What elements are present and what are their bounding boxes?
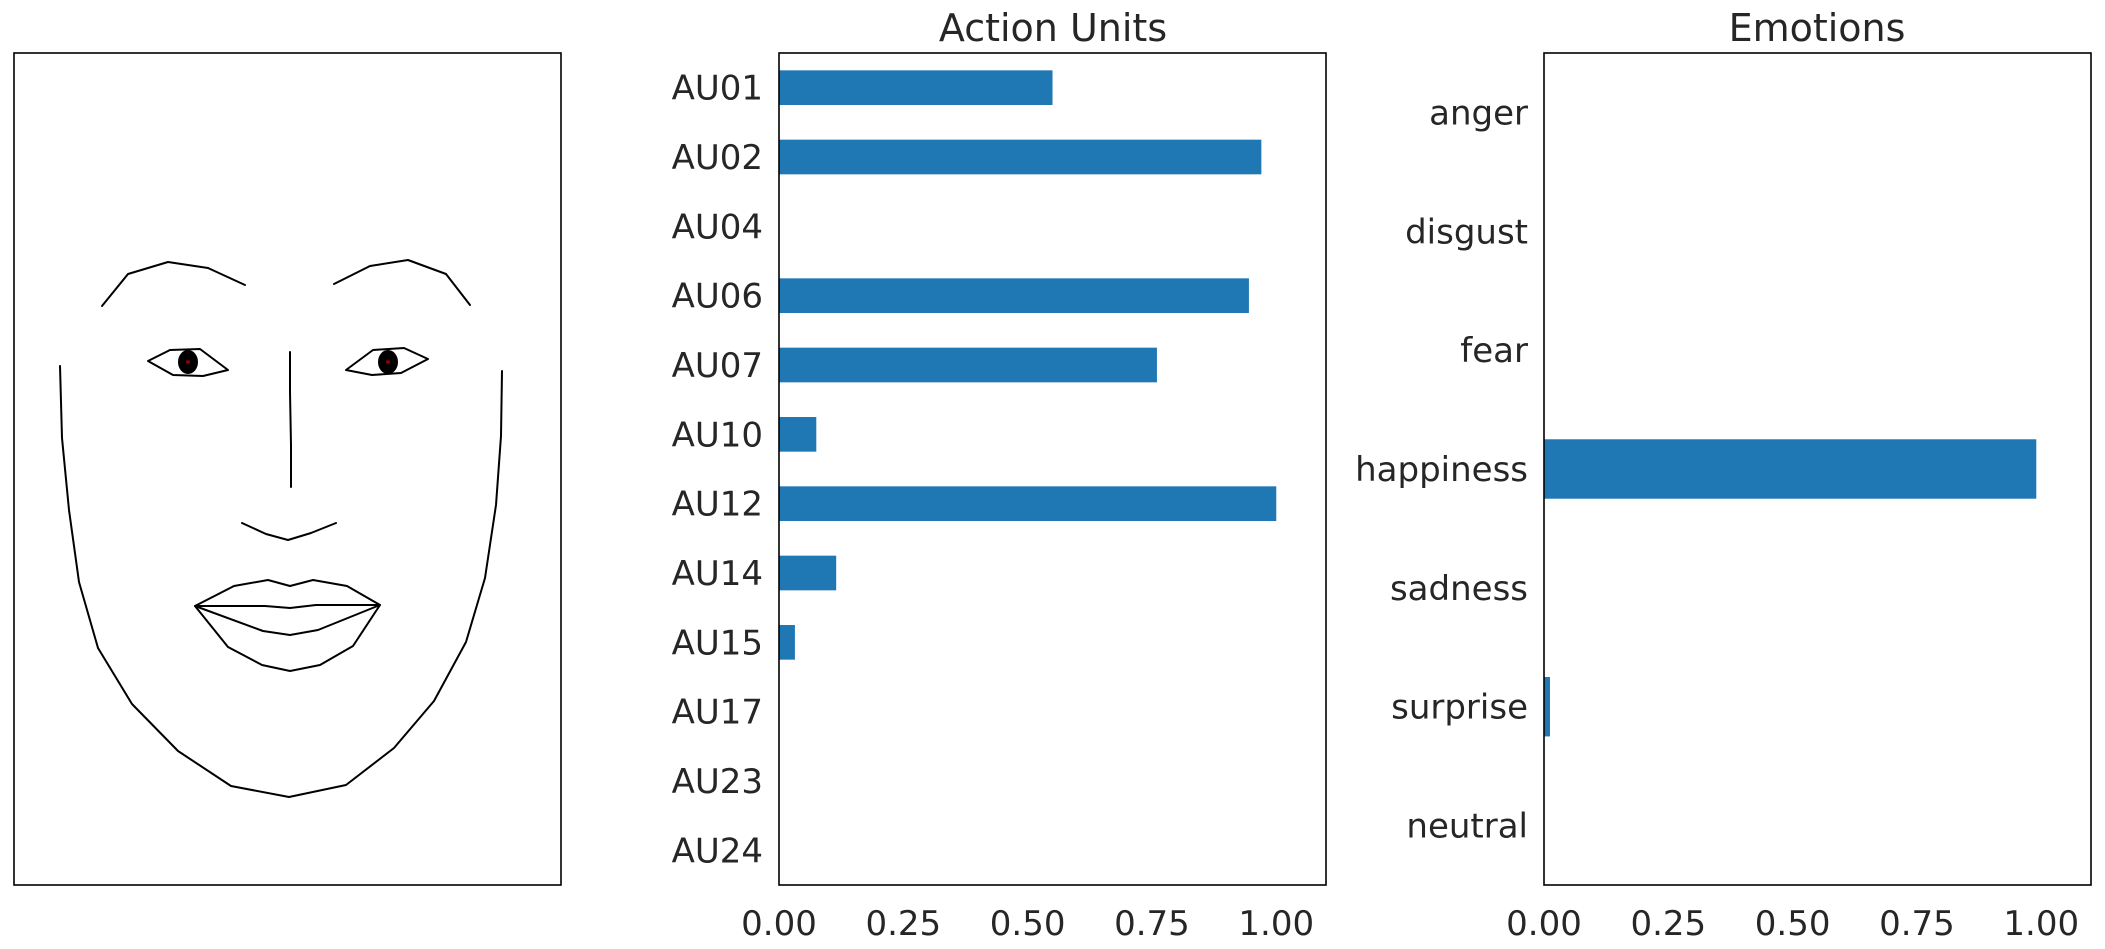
face-panel-frame bbox=[13, 52, 562, 886]
action-units-panel: Action Units AU01 AU02 AU04 AU06 AU07 AU10 AU1… bbox=[672, 6, 1327, 944]
emo-category-label: anger bbox=[1429, 93, 1528, 133]
action-units-frame bbox=[778, 52, 1327, 886]
au-category-label: AU10 bbox=[672, 415, 763, 455]
au-bar-au12 bbox=[779, 486, 1277, 521]
emotions-title: Emotions bbox=[1729, 6, 1906, 50]
right-eyebrow bbox=[333, 259, 471, 306]
emo-category-label: surprise bbox=[1391, 688, 1528, 728]
emo-bar-surprise bbox=[1544, 677, 1550, 737]
au-category-label: AU15 bbox=[672, 623, 763, 663]
emotions-panel: Emotions anger disgust fear happiness sadnes… bbox=[1355, 6, 2092, 944]
au-x-tick-label: 0.50 bbox=[990, 904, 1066, 944]
emo-x-tick-label: 0.25 bbox=[1630, 904, 1706, 944]
au-category-label: AU24 bbox=[672, 831, 763, 871]
au-category-label: AU07 bbox=[672, 346, 763, 386]
au-bar-au15 bbox=[779, 625, 795, 660]
au-x-tick-label: 0.00 bbox=[741, 904, 817, 944]
au-bar-au01 bbox=[779, 70, 1053, 105]
au-bar-au14 bbox=[779, 555, 837, 591]
nose-bridge bbox=[289, 351, 292, 488]
au-x-tick-label: 0.25 bbox=[865, 904, 941, 944]
emo-x-tick-label: 0.00 bbox=[1506, 904, 1582, 944]
emotions-x-ticks: 0.00 0.25 0.50 0.75 1.00 bbox=[1506, 904, 2079, 944]
emotions-bars bbox=[1544, 439, 2037, 737]
emo-category-label: disgust bbox=[1405, 212, 1528, 252]
au-bar-au02 bbox=[779, 139, 1262, 175]
au-x-tick-label: 1.00 bbox=[1238, 904, 1314, 944]
right-pupil-center bbox=[386, 360, 390, 364]
left-pupil-center bbox=[186, 360, 190, 364]
au-bar-au07 bbox=[779, 347, 1157, 383]
action-units-x-ticks: 0.00 0.25 0.50 0.75 1.00 bbox=[741, 904, 1314, 944]
left-eye bbox=[147, 348, 229, 377]
action-units-category-labels: AU01 AU02 AU04 AU06 AU07 AU10 AU12 AU14 AU15 AU17… bbox=[672, 69, 763, 872]
au-category-label: AU23 bbox=[672, 762, 763, 802]
inner-lips bbox=[194, 604, 381, 636]
emo-category-label: happiness bbox=[1355, 450, 1528, 490]
action-units-title: Action Units bbox=[939, 6, 1167, 50]
emo-x-tick-label: 1.00 bbox=[2003, 904, 2079, 944]
emo-category-label: neutral bbox=[1406, 807, 1528, 847]
emotions-frame bbox=[1543, 52, 2092, 886]
emo-x-tick-label: 0.75 bbox=[1879, 904, 1955, 944]
au-category-label: AU06 bbox=[672, 277, 763, 317]
emo-category-label: sadness bbox=[1390, 569, 1528, 609]
right-eye bbox=[345, 347, 429, 376]
outer-lips bbox=[194, 579, 381, 672]
nose-base bbox=[241, 522, 337, 541]
au-category-label: AU02 bbox=[672, 138, 763, 178]
au-category-label: AU14 bbox=[672, 554, 763, 594]
action-units-bars bbox=[779, 70, 1277, 660]
au-category-label: AU01 bbox=[672, 69, 763, 109]
face-outline bbox=[59, 365, 503, 798]
au-x-tick-label: 0.75 bbox=[1114, 904, 1190, 944]
face-panel bbox=[13, 52, 562, 886]
left-eyebrow bbox=[101, 261, 246, 307]
au-category-label: AU04 bbox=[672, 207, 763, 247]
au-category-label: AU17 bbox=[672, 693, 763, 733]
au-bar-au10 bbox=[779, 417, 817, 452]
emo-bar-happiness bbox=[1544, 439, 2037, 499]
emotions-category-labels: anger disgust fear happiness sadness surprise… bbox=[1355, 93, 1528, 846]
au-bar-au06 bbox=[779, 278, 1249, 313]
au-category-label: AU12 bbox=[672, 485, 763, 525]
emo-category-label: fear bbox=[1460, 331, 1528, 371]
emo-x-tick-label: 0.50 bbox=[1755, 904, 1831, 944]
